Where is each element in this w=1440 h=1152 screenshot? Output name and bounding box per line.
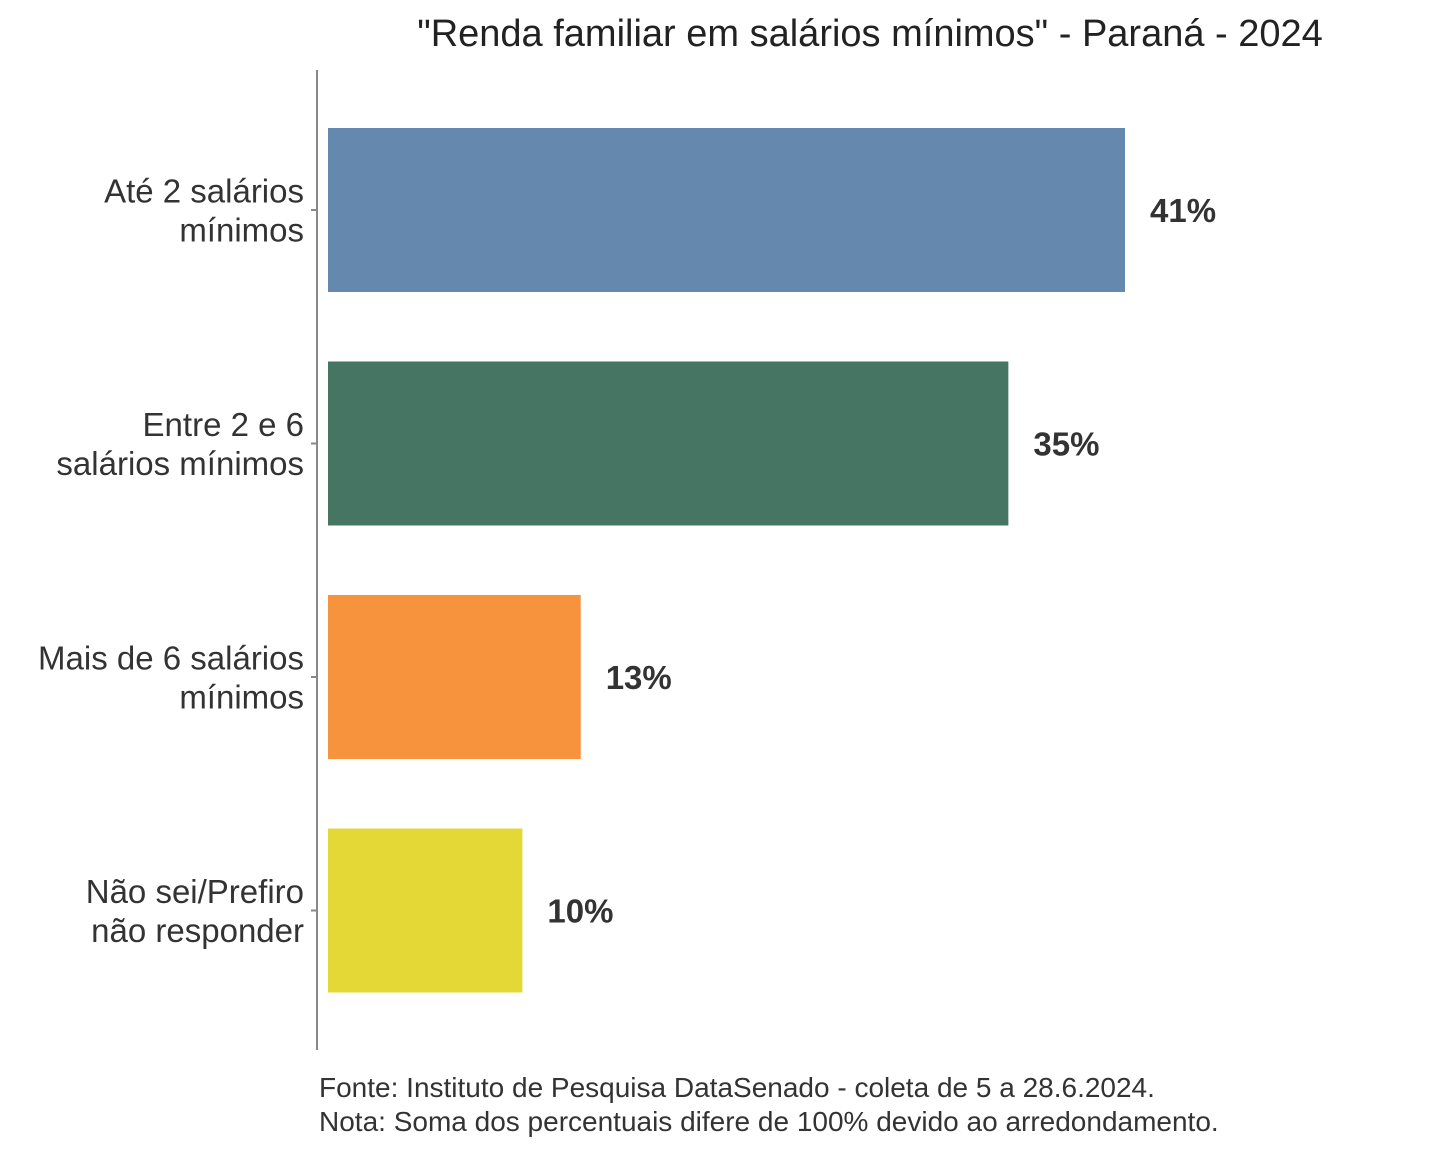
value-label-1: 35% [1033,426,1099,463]
value-label-3: 10% [547,893,613,930]
category-label-0: Até 2 salários mínimos [104,173,304,249]
category-label-1: Entre 2 e 6 salários mínimos [56,406,304,482]
value-label-0: 41% [1150,192,1216,229]
value-label-2: 13% [606,659,672,696]
source-note: Fonte: Instituto de Pesquisa DataSenado … [319,1072,1155,1103]
bar-2 [328,595,581,759]
rounding-note: Nota: Soma dos percentuais difere de 100… [319,1106,1219,1137]
category-label-2: Mais de 6 salários mínimos [38,640,304,716]
bar-3 [328,828,523,993]
bar-1 [328,361,1009,526]
bars-layer: 41% Até 2 salários mínimos 35% Entre 2 e 6 sa… [38,128,1216,993]
bar-0 [328,128,1125,292]
chart-title: "Renda familiar em salários mínimos" - P… [417,13,1323,55]
category-label-3: Não sei/Prefiro não responder [86,873,304,949]
